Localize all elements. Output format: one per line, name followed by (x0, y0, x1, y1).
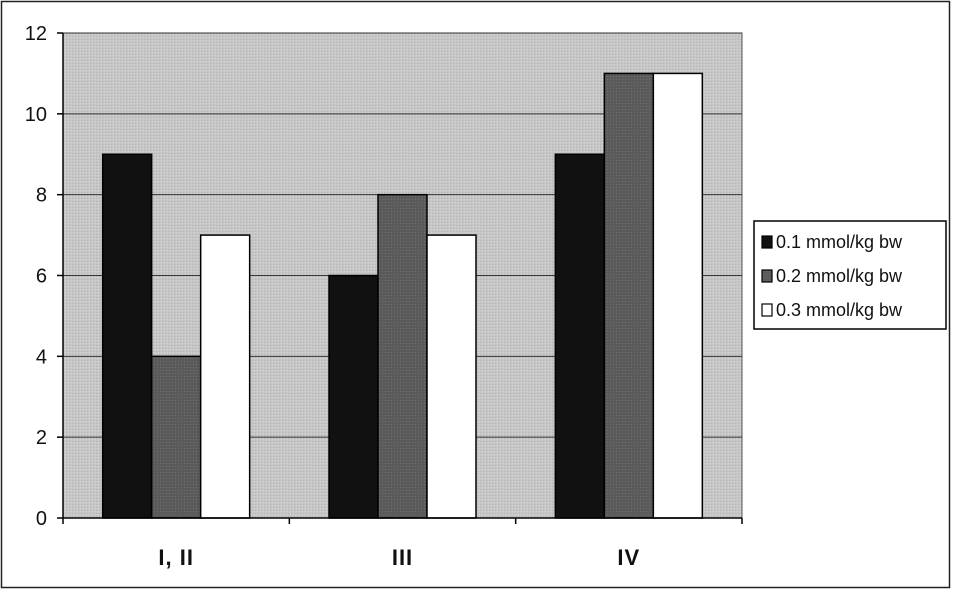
bar-0-1-iii (101, 153, 153, 519)
legend-box (753, 220, 947, 330)
legend: 0.1 mmol/kg bw 0.2 mmol/kg bw 0.3 mmol/kg … (753, 220, 947, 330)
legend-label: 0.1 mmol/kg bw (776, 232, 903, 252)
y-tick-label: 8 (36, 185, 47, 207)
bar-0-3-iv (652, 72, 704, 519)
bar-0-3-iii (426, 234, 477, 519)
legend-swatch (761, 303, 773, 317)
y-tick-label: 10 (25, 104, 47, 126)
legend-label: 0.3 mmol/kg bw (776, 300, 903, 320)
x-category-label: III (392, 545, 413, 570)
legend-swatch (761, 269, 773, 283)
y-tick-label: 4 (36, 346, 47, 368)
y-tick-label: 12 (25, 23, 47, 45)
y-tick-label: 0 (36, 508, 47, 530)
bar-0-2-iv (603, 72, 655, 519)
legend-swatch (761, 235, 773, 249)
bar-0-2-iii (377, 193, 428, 519)
bars (101, 72, 704, 519)
bar-0-1-iv (554, 153, 606, 519)
axes: 0 2 4 6 8 10 12 I, II III IV (25, 23, 743, 570)
x-category-label: IV (617, 545, 640, 570)
legend-label: 0.2 mmol/kg bw (776, 266, 903, 286)
bar-0-2-iii (150, 355, 202, 519)
bar-0-3-iii (199, 234, 251, 519)
x-category-label: I, II (158, 545, 194, 570)
y-tick-label: 6 (36, 266, 47, 288)
y-tick-label: 2 (36, 427, 47, 449)
bar-0-1-iii (328, 274, 379, 519)
